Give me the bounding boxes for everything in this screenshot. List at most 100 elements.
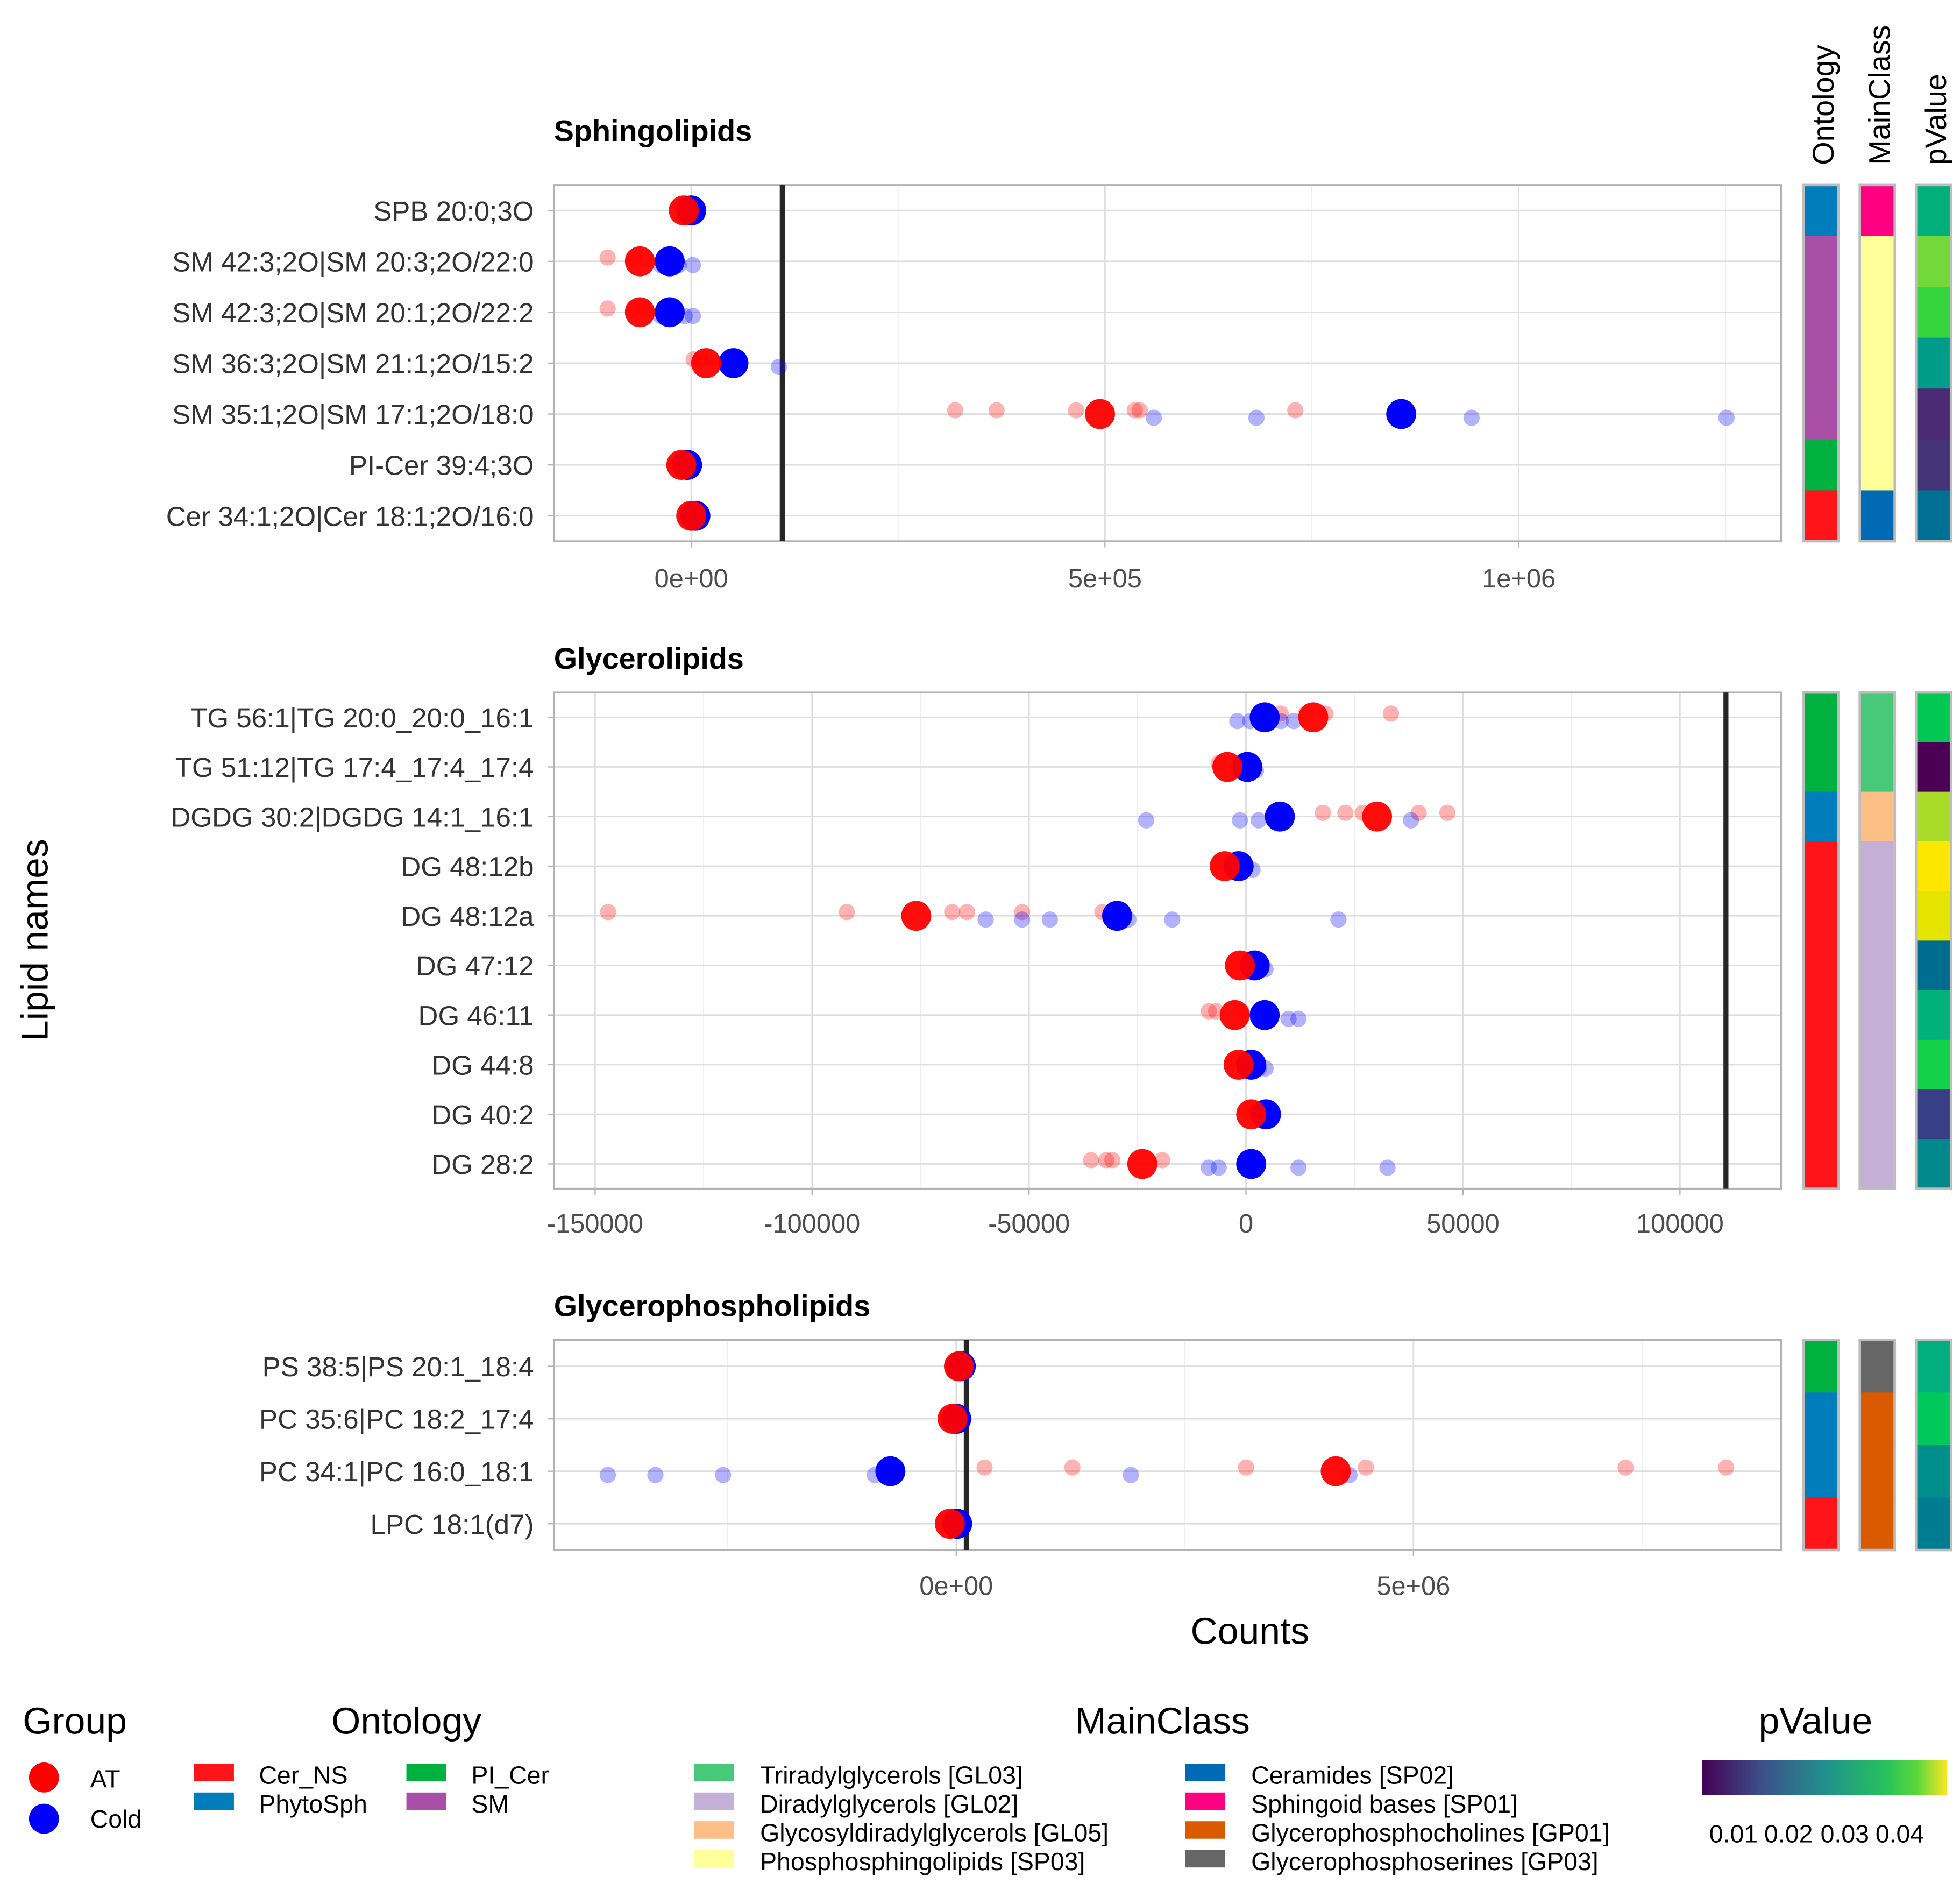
cold-replicate-point xyxy=(1286,713,1302,730)
lipid-name-label: PS 38:5|PS 20:1_18:4 xyxy=(262,1351,534,1382)
pvalue-annotation-cell xyxy=(1917,1445,1950,1498)
mainclass-annotation-cell xyxy=(1861,1039,1894,1091)
lipid-name-label: SM 42:3;2O|SM 20:1;2O/22:2 xyxy=(172,298,534,328)
ontology-annotation-cell xyxy=(1805,388,1837,441)
ontology-annotation-border xyxy=(1802,1339,1840,1552)
lipid-name-label: TG 51:12|TG 17:4_17:4_17:4 xyxy=(175,752,534,783)
mainclass-annotation-cell xyxy=(1861,1392,1894,1446)
mainclass-annotation-cell xyxy=(1861,287,1894,338)
pvalue-tick-label: 0.01 xyxy=(1709,1820,1758,1848)
pvalue-annotation-cell xyxy=(1917,287,1950,338)
x-tick-label: 50000 xyxy=(1426,1209,1500,1238)
cold-mean-point xyxy=(655,297,685,328)
lipid-name-label: DG 28:2 xyxy=(431,1149,534,1180)
ontology-annotation-cell xyxy=(1805,1340,1837,1393)
ontology-annotation-cell xyxy=(1805,439,1837,491)
at-replicate-point xyxy=(944,904,961,921)
mainclass-annotation-cell xyxy=(1861,1139,1894,1190)
column-label-ontology: Ontology xyxy=(1807,45,1840,165)
legend-mainclass-title: MainClass xyxy=(1075,1700,1250,1742)
mainclass-annotation-cell xyxy=(1861,841,1894,892)
at-mean-point xyxy=(669,195,699,226)
legend-label-phytosph: PhytoSph xyxy=(259,1790,367,1818)
legend: Group AT Cold Ontology Cer_NS PhytoSph P… xyxy=(23,1700,1948,1875)
at-replicate-point xyxy=(1439,804,1455,821)
lipid-name-label: DG 48:12a xyxy=(401,901,534,932)
legend-mainclass-swatch xyxy=(1185,1850,1225,1868)
cold-replicate-point xyxy=(1123,1467,1139,1483)
pvalue-annotation-cell xyxy=(1917,990,1950,1041)
legend-mainclass-swatch xyxy=(1185,1792,1225,1810)
at-replicate-point xyxy=(1287,402,1304,419)
ontology-annotation-cell xyxy=(1805,490,1837,542)
x-tick-label: -100000 xyxy=(764,1209,860,1238)
ontology-annotation-cell xyxy=(1805,337,1837,390)
column-label-pvalue: pValue xyxy=(1919,74,1952,165)
cold-replicate-point xyxy=(1248,409,1265,426)
legend-cold-marker xyxy=(29,1803,59,1834)
cold-replicate-point xyxy=(1250,812,1267,829)
cold-replicate-point xyxy=(1290,1159,1307,1176)
cold-replicate-point xyxy=(1210,1159,1227,1176)
pvalue-annotation-cell xyxy=(1917,490,1950,542)
mainclass-annotation-cell xyxy=(1861,185,1894,237)
at-replicate-point xyxy=(1238,1459,1254,1476)
ontology-annotation-cell xyxy=(1805,742,1837,792)
ontology-annotation-cell xyxy=(1805,185,1837,237)
ontology-annotation-cell xyxy=(1805,940,1837,991)
at-mean-point xyxy=(1210,851,1240,881)
cold-replicate-point xyxy=(771,358,787,376)
pvalue-annotation-cell xyxy=(1917,236,1950,288)
legend-label-sm: SM xyxy=(471,1790,509,1818)
y-axis-label: Lipid names xyxy=(14,839,56,1041)
mainclass-annotation-border xyxy=(1858,691,1897,1190)
at-mean-point xyxy=(691,348,721,378)
legend-mainclass-swatch xyxy=(1185,1821,1225,1839)
ontology-annotation-cell xyxy=(1805,1089,1837,1140)
lipid-name-label: LPC 18:1(d7) xyxy=(371,1509,534,1540)
at-replicate-point xyxy=(1014,904,1031,921)
legend-at-marker xyxy=(29,1762,59,1793)
mainclass-annotation-border xyxy=(1858,183,1897,543)
at-mean-point xyxy=(624,246,655,277)
panel-title: Glycerolipids xyxy=(554,642,744,675)
pvalue-annotation-cell xyxy=(1917,1089,1950,1140)
at-replicate-point xyxy=(988,402,1005,419)
mainclass-annotation-cell xyxy=(1861,337,1894,390)
legend-swatch-sm xyxy=(406,1792,446,1810)
legend-swatch-pi-cer xyxy=(406,1764,446,1781)
cold-mean-point xyxy=(1265,801,1295,832)
x-tick-label: 0 xyxy=(1239,1209,1253,1238)
cold-replicate-point xyxy=(1014,911,1031,928)
pvalue-annotation-cell xyxy=(1917,742,1950,792)
ontology-annotation-cell xyxy=(1805,692,1837,743)
lipid-name-label: DG 46:11 xyxy=(418,1000,534,1031)
cold-replicate-point xyxy=(977,911,994,928)
lipid-name-label: SM 36:3;2O|SM 21:1;2O/15:2 xyxy=(172,349,534,379)
at-replicate-point xyxy=(1154,1152,1170,1169)
pvalue-annotation-cell xyxy=(1917,388,1950,441)
at-replicate-point xyxy=(599,300,616,317)
mainclass-annotation-cell xyxy=(1861,891,1894,942)
at-mean-point xyxy=(666,450,697,480)
mainclass-annotation-cell xyxy=(1861,990,1894,1041)
legend-mainclass-label: Triradylglycerols [GL03] xyxy=(760,1761,1023,1789)
at-replicate-point xyxy=(1358,1459,1374,1476)
panel-2: Glycerophospholipids 0e+00 5e+06 PS 38:5|PS… xyxy=(259,1290,1952,1601)
at-mean-point xyxy=(1362,801,1393,832)
lipid-name-label: PI-Cer 39:4;3O xyxy=(349,450,534,481)
legend-mainclass-label: Glycerophosphocholines [GP01] xyxy=(1251,1818,1609,1846)
lipid-name-label: DG 47:12 xyxy=(416,951,534,981)
at-replicate-point xyxy=(1718,1459,1735,1476)
legend-ontology-title: Ontology xyxy=(331,1700,481,1742)
pvalue-annotation-cell xyxy=(1917,337,1950,390)
cold-replicate-point xyxy=(1229,713,1246,730)
at-replicate-point xyxy=(1131,402,1148,419)
legend-mainclass-label: Diradylglycerols [GL02] xyxy=(760,1790,1018,1818)
ontology-annotation-cell xyxy=(1805,990,1837,1041)
ontology-annotation-cell xyxy=(1805,841,1837,892)
at-replicate-point xyxy=(1382,705,1400,722)
legend-mainclass-label: Sphingoid bases [SP01] xyxy=(1251,1790,1518,1818)
pvalue-annotation-cell xyxy=(1917,439,1950,491)
cold-replicate-point xyxy=(1232,812,1248,829)
